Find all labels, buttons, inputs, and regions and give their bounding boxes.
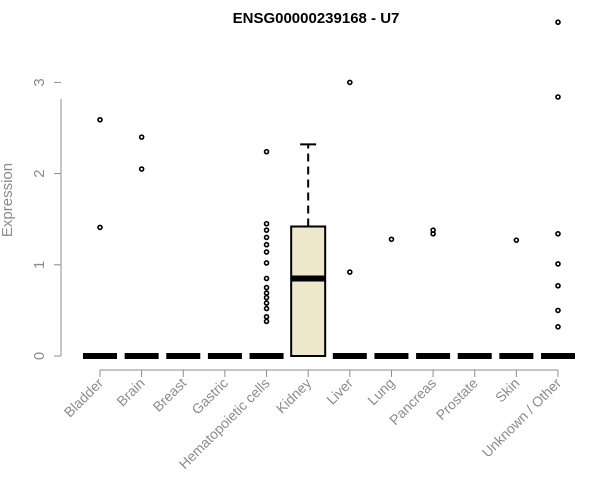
outlier-point — [263, 305, 270, 312]
category-label: Breast — [149, 375, 189, 415]
category-label: Liver — [323, 375, 356, 408]
outlier-point — [513, 237, 520, 243]
outlier-point — [263, 294, 270, 301]
outlier-point — [263, 148, 270, 155]
outlier-point — [263, 284, 270, 291]
outlier-point — [555, 307, 561, 314]
outlier-point — [263, 300, 270, 306]
outlier-point — [263, 227, 270, 233]
outlier-point — [263, 290, 270, 296]
category-label: Unknown / Other — [479, 375, 565, 461]
outlier-point — [97, 224, 103, 231]
outlier-point — [555, 94, 561, 100]
box-group — [290, 143, 327, 357]
y-tick-label: 0 — [31, 352, 48, 360]
y-tick-label: 1 — [31, 261, 48, 269]
box-group — [249, 148, 284, 359]
box-group — [83, 116, 117, 359]
outlier-point — [555, 261, 561, 267]
outlier-point — [97, 116, 103, 123]
category-label: Kidney — [273, 375, 315, 417]
box-group — [332, 79, 367, 359]
outlier-point — [388, 236, 395, 243]
box-group — [124, 134, 159, 359]
category-label: Lung — [364, 375, 397, 408]
outlier-point — [347, 79, 353, 86]
outlier-point — [263, 241, 270, 248]
outlier-point — [263, 260, 270, 266]
outlier-point — [555, 282, 561, 289]
box-group — [374, 236, 409, 359]
y-tick-label: 3 — [31, 78, 48, 86]
box-group — [541, 19, 575, 359]
outlier-point — [263, 275, 270, 282]
box-group — [416, 227, 451, 359]
outlier-point — [138, 134, 145, 140]
y-axis-label: Expression — [0, 163, 16, 237]
box-group — [499, 237, 534, 359]
outlier-point — [263, 313, 270, 320]
outlier-point — [263, 234, 270, 241]
outlier-point — [263, 220, 270, 227]
chart-title: ENSG00000239168 - U7 — [233, 10, 400, 27]
category-label: Prostate — [433, 375, 481, 423]
outlier-point — [555, 324, 561, 330]
box — [290, 225, 327, 357]
category-label: Skin — [492, 375, 523, 406]
y-tick-label: 2 — [31, 169, 48, 177]
outlier-point — [430, 227, 436, 233]
outlier-point — [347, 269, 353, 275]
outlier-point — [138, 166, 145, 172]
y-axis-ticks: 0 1 2 3 — [31, 78, 61, 360]
outlier-point — [263, 318, 270, 325]
outlier-point — [555, 230, 561, 237]
outlier-point — [263, 249, 270, 255]
category-label: Brain — [113, 375, 147, 409]
boxes-layer — [83, 19, 575, 359]
outlier-point — [555, 19, 561, 26]
category-label: Bladder — [61, 375, 107, 421]
